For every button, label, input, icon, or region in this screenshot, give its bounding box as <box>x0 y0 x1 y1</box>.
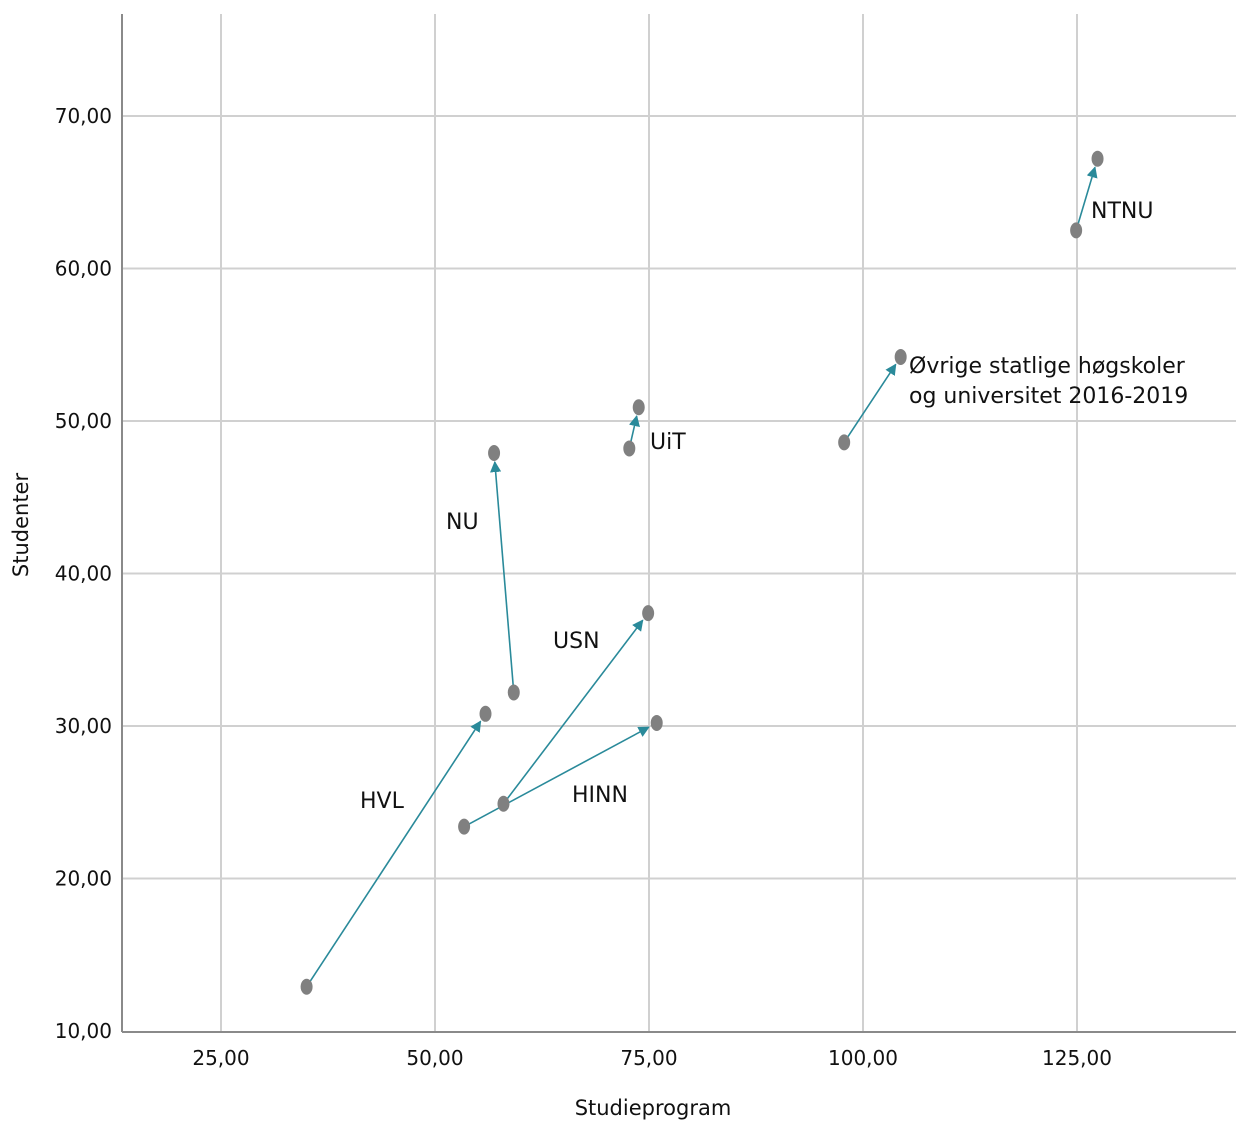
data-point <box>623 440 636 457</box>
points <box>300 150 1104 995</box>
point-label-line: Øvrige statlige høgskoler <box>909 354 1186 379</box>
x-tick-label: 125,00 <box>1042 1046 1112 1070</box>
x-tick-label: 75,00 <box>620 1046 677 1070</box>
y-tick-label: 10,00 <box>55 1019 112 1043</box>
data-point <box>497 795 510 812</box>
data-point <box>458 818 471 835</box>
y-tick-label: 40,00 <box>55 562 112 586</box>
y-tick-label: 60,00 <box>55 257 112 281</box>
data-point <box>488 445 501 462</box>
data-point <box>838 434 851 451</box>
arrow <box>846 363 897 439</box>
data-point <box>894 348 907 365</box>
data-point <box>479 705 492 722</box>
tick-labels: 25,00 50,00 75,00 100,00 125,00 10,00 20,00 30,… <box>55 104 1112 1070</box>
arrow <box>1076 166 1098 226</box>
x-tick-label: 100,00 <box>828 1046 898 1070</box>
point-label: Øvrige statlige høgskoler og universitet … <box>909 354 1188 409</box>
data-point <box>642 605 655 622</box>
arrow <box>468 726 650 825</box>
x-axis-title: Studieprogram <box>575 1096 732 1120</box>
x-tick-label: 25,00 <box>192 1046 249 1070</box>
axes <box>121 14 1236 1033</box>
y-tick-label: 20,00 <box>55 867 112 891</box>
arrows <box>308 166 1098 984</box>
data-point <box>632 399 645 416</box>
arrow <box>505 619 644 801</box>
point-label: USN <box>553 629 600 654</box>
point-label: NTNU <box>1091 199 1153 224</box>
arrow <box>490 460 515 688</box>
point-label-line: og universitet 2016-2019 <box>909 384 1188 409</box>
point-label: HINN <box>572 783 628 808</box>
grid-lines <box>122 14 1236 1032</box>
data-point <box>507 684 520 701</box>
arrow <box>629 414 640 444</box>
y-tick-label: 70,00 <box>55 104 112 128</box>
data-point <box>1070 222 1083 239</box>
arrow <box>308 720 482 984</box>
point-labels: HVL NU USN HINN UiT Øvrige statlige høgskoler… <box>360 199 1188 814</box>
y-axis-title: Studenter <box>9 473 33 578</box>
y-tick-label: 30,00 <box>55 714 112 738</box>
data-point <box>1091 150 1104 167</box>
point-label: NU <box>446 510 479 535</box>
point-label: UiT <box>650 430 686 455</box>
x-tick-label: 50,00 <box>406 1046 463 1070</box>
data-point <box>650 714 663 731</box>
y-tick-label: 50,00 <box>55 409 112 433</box>
data-point <box>300 978 313 995</box>
point-label: HVL <box>360 789 405 814</box>
